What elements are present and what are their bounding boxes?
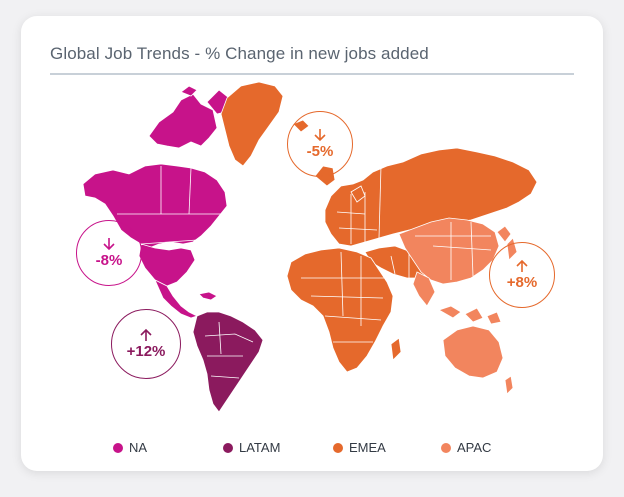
legend-label-emea: EMEA [349,440,386,455]
legend-item-na: NA [113,440,147,455]
world-map [82,81,538,413]
up-arrow-icon [140,328,152,341]
na-change-value: -8% [95,252,123,269]
legend-item-latam: LATAM [223,440,280,455]
chart-title: Global Job Trends - % Change in new jobs… [50,44,429,63]
legend-swatch-emea [333,442,343,453]
legend: NA LATAM EMEA APAC [21,440,603,460]
chart-card: Global Job Trends - % Change in new jobs… [21,16,603,471]
region-apac [398,217,518,395]
emea-change-bubble: -5% [287,111,353,177]
apac-change-value: +8% [506,274,538,291]
legend-swatch-na [113,442,123,453]
down-arrow-icon [314,129,326,142]
na-change-bubble: -8% [76,220,142,286]
latam-change-value: +12% [126,343,166,360]
down-arrow-icon [103,238,115,251]
emea-change-value: -5% [306,143,334,160]
region-latam [192,311,264,413]
legend-swatch-latam [223,442,233,453]
legend-label-apac: APAC [457,440,492,455]
legend-label-na: NA [129,440,148,455]
legend-swatch-apac [441,442,451,453]
latam-change-bubble: +12% [111,309,181,379]
legend-label-latam: LATAM [239,440,281,455]
apac-change-bubble: +8% [489,242,555,308]
title-divider [50,73,574,75]
up-arrow-icon [516,259,528,272]
legend-item-apac: APAC [441,440,491,455]
legend-item-emea: EMEA [333,440,386,455]
